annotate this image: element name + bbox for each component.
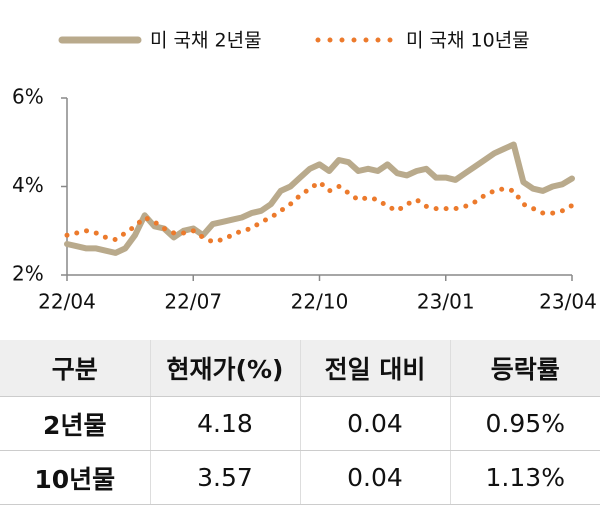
x-tick-label: 22/04 bbox=[38, 290, 96, 314]
table-cell: 등락률 bbox=[449, 340, 600, 397]
y-tick-label: 4% bbox=[12, 173, 44, 197]
table-cell: 0.95% bbox=[449, 396, 600, 451]
x-tick-label: 22/10 bbox=[291, 290, 349, 314]
table-cell: 2년물 bbox=[0, 396, 150, 451]
chart: 2% 4% 6% 22/04 22/07 22/10 23/01 23/04 미 국채 2년물 미… bbox=[12, 30, 597, 314]
table-cell: 전일 대비 bbox=[299, 340, 450, 397]
x-tick-label: 23/01 bbox=[417, 290, 475, 314]
table-cell: 1.13% bbox=[449, 450, 600, 505]
table-row: 10년물 3.57 0.04 1.13% bbox=[0, 450, 600, 505]
table-cell: 0.04 bbox=[299, 396, 450, 451]
x-tick-label: 22/07 bbox=[164, 290, 222, 314]
legend-label: 미 국채 10년물 bbox=[406, 30, 530, 52]
table-cell: 10년물 bbox=[0, 450, 150, 505]
table-row: 구분 현재가(%) 전일 대비 등락률 bbox=[0, 340, 600, 397]
y-tick-label: 2% bbox=[12, 262, 44, 286]
quote-table: 구분 현재가(%) 전일 대비 등락률 2년물 4.18 0.04 0.95% 10년물 3.57… bbox=[0, 340, 600, 505]
series-line bbox=[64, 179, 575, 245]
table-cell: 구분 bbox=[0, 340, 150, 397]
legend-label: 미 국채 2년물 bbox=[150, 30, 262, 52]
y-tick-label: 6% bbox=[12, 85, 44, 109]
table-cell: 3.57 bbox=[149, 450, 300, 505]
series-line bbox=[64, 141, 575, 256]
table-cell: 0.04 bbox=[299, 450, 450, 505]
table-row: 2년물 4.18 0.04 0.95% bbox=[0, 396, 600, 451]
table-cell: 현재가(%) bbox=[149, 340, 300, 397]
x-tick-label: 23/04 bbox=[539, 290, 597, 314]
table-cell: 4.18 bbox=[149, 396, 300, 451]
